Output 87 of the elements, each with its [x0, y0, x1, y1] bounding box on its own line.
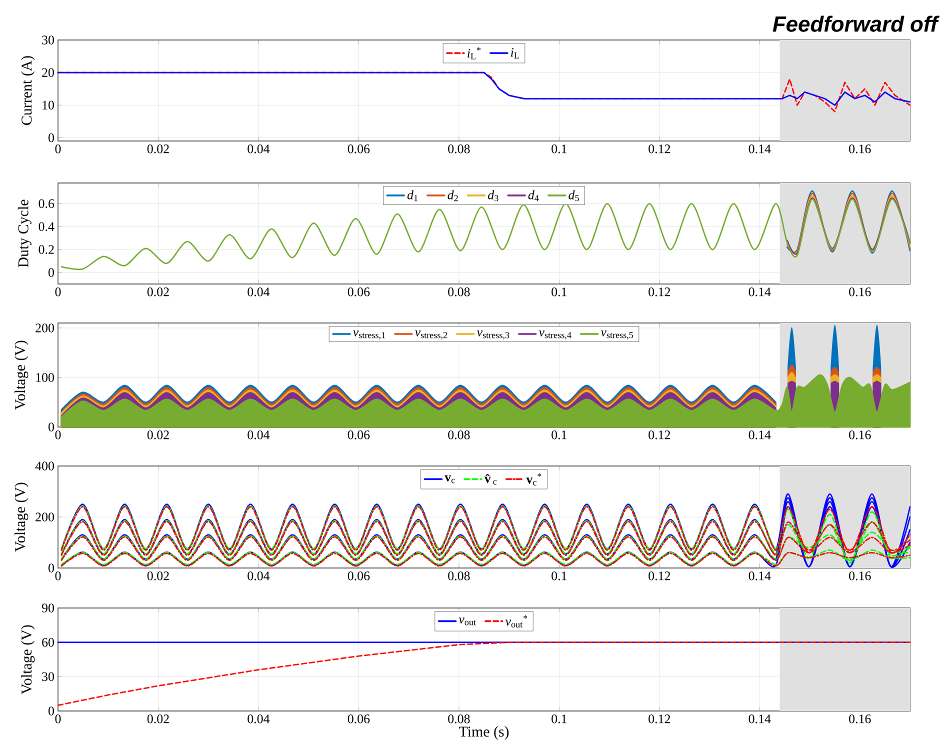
y-tick-label: 0.4 [38, 222, 54, 232]
y-tick-label: 0 [48, 422, 54, 432]
legend-label: v$_{stress,4}$ [538, 330, 572, 340]
x-tick-label: 0.14 [748, 288, 771, 296]
x-tick-label: 0.12 [648, 714, 670, 724]
y-tick-label: 0.6 [38, 199, 54, 208]
x-tick-label: 0.12 [648, 144, 670, 154]
x-tick-label: 0.04 [248, 572, 270, 580]
y-tick-label: 30 [42, 36, 54, 44]
legend-label: v̂$_{c}$ [484, 474, 497, 485]
y-tick-label: 0 [48, 564, 54, 572]
x-tick-label: 0.16 [849, 430, 871, 440]
x-tick-label: 0.06 [348, 288, 370, 296]
x-tick-label: 0.02 [147, 714, 169, 724]
x-tick-label: 0.12 [648, 430, 670, 440]
x-axis-title: Time (s) [459, 726, 509, 740]
x-tick-label: 0.06 [348, 144, 370, 154]
legend-label: v$_{out}$ [458, 617, 476, 626]
x-tick-label: 0.1 [552, 430, 567, 440]
y-axis-title: Current (A) [21, 56, 35, 125]
legend-label: v$_{out}$* [505, 615, 528, 628]
x-tick-label: 0.04 [248, 714, 270, 724]
x-tick-label: 0.1 [552, 288, 567, 296]
legend-label: v$_{c}$* [526, 473, 542, 486]
x-tick-label: 0.08 [448, 430, 470, 440]
x-tick-label: 0.14 [748, 572, 771, 580]
legend-label: i$_{L}$ [511, 48, 519, 58]
y-axis-title: Voltage (V) [14, 340, 28, 410]
x-tick-label: 0 [55, 714, 61, 724]
x-tick-label: 0.1 [552, 572, 567, 580]
x-tick-label: 0.02 [147, 288, 169, 296]
x-tick-label: 0.08 [448, 288, 470, 296]
y-tick-label: 100 [36, 373, 54, 382]
x-tick-label: 0.14 [748, 144, 771, 154]
y-axis-title: Voltage (V) [14, 482, 28, 552]
y-tick-label: 200 [36, 324, 54, 332]
y-tick-label: 30 [42, 672, 54, 682]
x-tick-label: 0.1 [552, 144, 567, 154]
legend-label: v$_{c}$ [444, 475, 455, 484]
x-tick-label: 0.08 [448, 714, 470, 724]
x-tick-label: 0.04 [248, 288, 270, 296]
x-tick-label: 0.04 [248, 144, 270, 154]
y-tick-label: 200 [36, 512, 54, 522]
x-tick-label: 0.06 [348, 572, 370, 580]
y-tick-label: 400 [35, 462, 54, 470]
x-tick-label: 0 [55, 144, 61, 154]
legend-label: i$_{L}$* [468, 47, 481, 60]
x-tick-label: 0.12 [648, 572, 670, 580]
y-tick-label: 20 [42, 68, 54, 77]
legend-label: d$_{4}$ [528, 190, 539, 202]
x-tick-label: 0.12 [648, 288, 670, 296]
x-tick-label: 0.06 [348, 714, 370, 724]
y-tick-label: 60 [42, 638, 54, 647]
x-tick-label: 0.06 [348, 430, 370, 440]
legend-label: v$_{stress,3}$ [476, 330, 510, 340]
x-tick-label: 0.16 [849, 572, 871, 580]
x-tick-label: 0.16 [849, 714, 871, 724]
x-tick-label: 0.04 [248, 430, 270, 440]
legend-label: v$_{stress,2}$ [415, 330, 448, 340]
x-tick-label: 0.02 [147, 430, 169, 440]
legend-label: d$_{3}$ [488, 190, 498, 202]
y-tick-label: 0 [48, 706, 54, 716]
y-tick-label: 0 [48, 268, 54, 277]
legend-label: v$_{stress,1}$ [353, 330, 386, 340]
y-axis-title: Voltage (V) [21, 625, 35, 694]
y-tick-label: 90 [42, 604, 54, 612]
x-tick-label: 0.02 [147, 144, 169, 154]
x-tick-label: 0.08 [448, 144, 470, 154]
legend-label: d$_{1}$ [407, 190, 418, 202]
y-tick-label: 0 [48, 133, 54, 142]
legend-label: v$_{stress,5}$ [600, 330, 634, 340]
legend-label: d$_{5}$ [568, 190, 579, 202]
x-tick-label: 0.16 [849, 288, 871, 296]
x-tick-label: 0 [55, 430, 61, 440]
x-tick-label: 0.02 [147, 572, 169, 580]
legend-label: d$_{2}$ [448, 190, 458, 202]
y-axis-title: Duty Cycle [18, 200, 32, 268]
x-tick-label: 0 [55, 288, 61, 296]
x-tick-label: 0.14 [748, 714, 771, 724]
x-tick-label: 0 [55, 572, 61, 580]
x-tick-label: 0.16 [849, 144, 871, 154]
x-tick-label: 0.1 [552, 714, 567, 724]
x-tick-label: 0.14 [748, 430, 771, 440]
y-tick-label: 0.2 [38, 245, 54, 254]
chart-title: Feedforward off [772, 16, 940, 32]
x-tick-label: 0.08 [448, 572, 470, 580]
y-tick-label: 10 [42, 100, 54, 110]
